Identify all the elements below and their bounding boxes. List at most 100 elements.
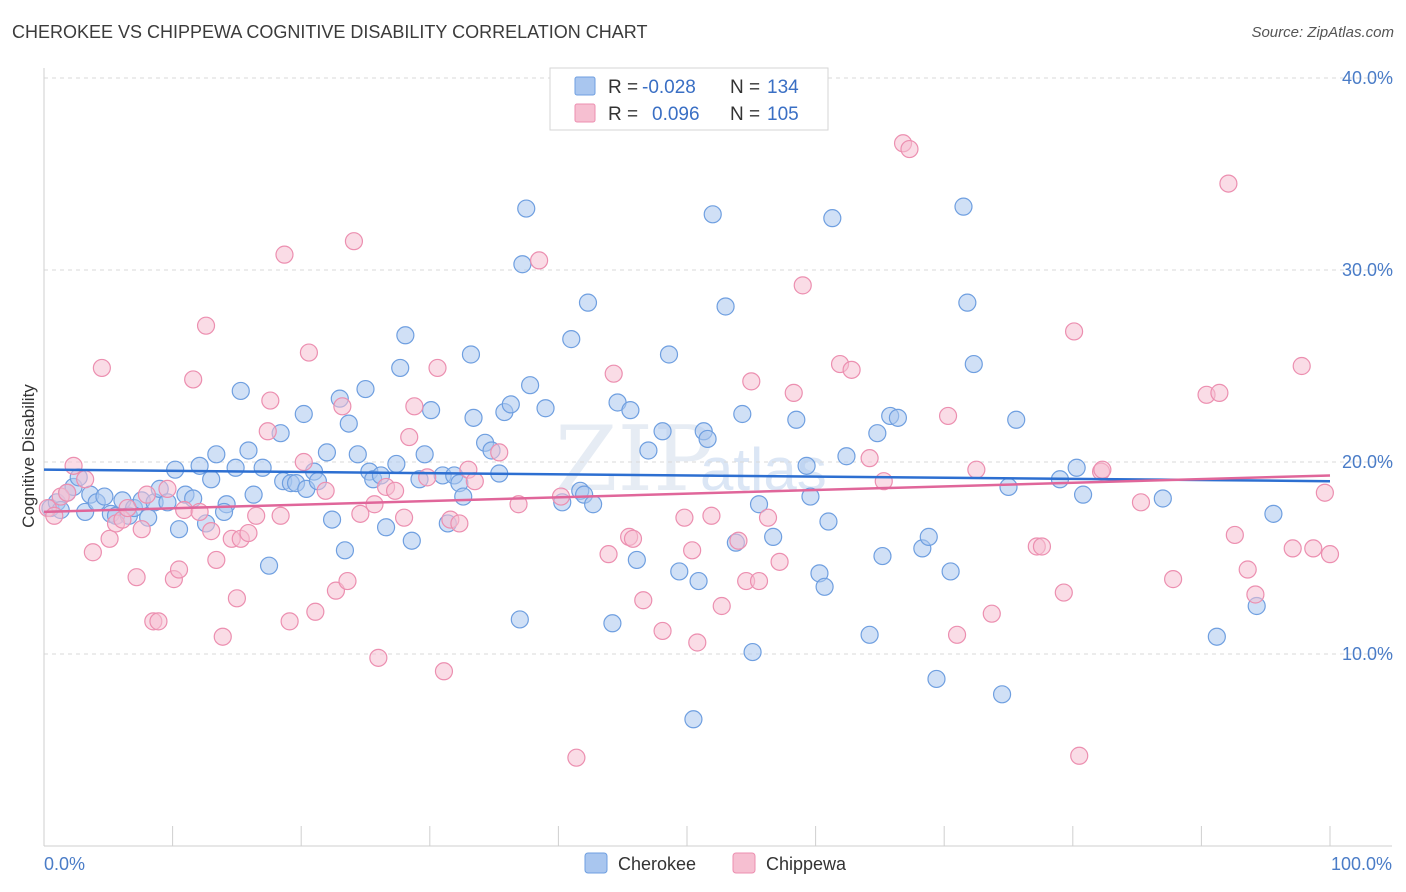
point-cherokee xyxy=(169,520,189,539)
bottom-legend-swatch-chippewa xyxy=(732,852,756,874)
point-chippewa xyxy=(83,543,102,562)
point-cherokee xyxy=(95,487,114,506)
point-cherokee xyxy=(1207,627,1226,646)
point-chippewa xyxy=(196,316,216,335)
point-chippewa xyxy=(1304,539,1323,558)
point-cherokee xyxy=(348,445,367,464)
point-chippewa xyxy=(394,508,414,527)
point-chippewa xyxy=(351,504,370,523)
point-chippewa xyxy=(149,612,168,631)
point-cherokee xyxy=(335,541,355,560)
trend-line-cherokee xyxy=(43,468,1331,483)
point-chippewa xyxy=(1315,483,1334,502)
point-chippewa xyxy=(842,360,861,379)
point-chippewa xyxy=(258,422,277,441)
point-chippewa xyxy=(599,545,618,564)
point-chippewa xyxy=(938,406,958,426)
point-cherokee xyxy=(1153,489,1172,508)
chart-title: CHEROKEE VS CHIPPEWA COGNITIVE DISABILIT… xyxy=(12,22,648,42)
trend-lines xyxy=(43,468,1331,514)
point-cherokee xyxy=(415,445,434,464)
point-cherokee xyxy=(621,401,640,420)
point-chippewa xyxy=(982,604,1001,623)
point-cherokee xyxy=(517,199,536,218)
point-chippewa xyxy=(1238,560,1257,579)
legend: R = -0.028 N = 134 R = 0.096 N = 105 xyxy=(549,67,829,131)
point-chippewa xyxy=(784,383,803,402)
point-chippewa xyxy=(1225,525,1244,545)
point-cherokee xyxy=(703,205,722,224)
point-chippewa xyxy=(132,520,151,539)
legend-n-label-chippewa: N = xyxy=(730,104,760,125)
point-chippewa xyxy=(490,443,509,462)
point-cherokee xyxy=(684,710,703,729)
legend-r-label-cherokee: R = xyxy=(608,77,638,98)
legend-n-value-cherokee: 134 xyxy=(767,77,799,98)
x-tick-label-max: 100.0% xyxy=(1331,854,1392,874)
point-cherokee xyxy=(860,625,879,644)
point-chippewa xyxy=(1093,460,1112,479)
point-chippewa xyxy=(1064,322,1084,341)
point-chippewa xyxy=(509,495,528,514)
point-cherokee xyxy=(510,610,529,629)
point-chippewa xyxy=(169,560,189,579)
point-cherokee xyxy=(461,345,481,364)
point-chippewa xyxy=(947,625,967,644)
point-cherokee xyxy=(239,441,258,460)
point-chippewa xyxy=(742,372,761,391)
legend-box xyxy=(549,67,829,131)
point-chippewa xyxy=(1164,570,1183,589)
point-chippewa xyxy=(175,500,194,520)
point-chippewa xyxy=(793,276,812,295)
point-chippewa xyxy=(184,370,203,389)
point-cherokee xyxy=(670,562,689,581)
point-chippewa xyxy=(758,508,778,527)
point-chippewa xyxy=(45,506,64,525)
y-tick-label: 20.0% xyxy=(1342,452,1393,472)
point-cherokee xyxy=(387,454,406,474)
point-chippewa xyxy=(434,662,454,681)
point-cherokee xyxy=(941,562,960,581)
point-chippewa xyxy=(369,648,388,667)
point-chippewa xyxy=(729,531,748,550)
axes xyxy=(43,68,1392,847)
point-chippewa xyxy=(428,358,447,378)
point-chippewa xyxy=(623,529,643,548)
x-tick-label-min: 0.0% xyxy=(44,854,85,874)
legend-n-label-cherokee: N = xyxy=(730,77,760,98)
trend-line-chippewa xyxy=(43,474,1331,514)
point-cherokee xyxy=(801,487,820,506)
legend-swatch-chippewa xyxy=(574,103,596,123)
point-chippewa xyxy=(365,495,384,514)
point-chippewa xyxy=(967,460,986,479)
point-chippewa xyxy=(190,502,209,522)
point-cherokee xyxy=(202,470,221,489)
point-cherokee xyxy=(764,527,783,546)
point-chippewa xyxy=(158,479,177,498)
point-cherokee xyxy=(958,293,977,312)
point-cherokee xyxy=(259,556,279,575)
point-cherokee xyxy=(521,376,540,395)
point-chippewa xyxy=(653,621,672,641)
point-chippewa xyxy=(900,139,919,159)
point-chippewa xyxy=(207,550,226,570)
point-cherokee xyxy=(578,293,598,312)
point-chippewa xyxy=(770,552,789,571)
point-chippewa xyxy=(702,506,721,525)
point-cherokee xyxy=(253,458,272,477)
point-cherokee xyxy=(391,358,410,378)
point-chippewa xyxy=(683,541,702,560)
point-chippewa xyxy=(688,633,707,652)
point-chippewa xyxy=(1131,493,1151,512)
point-cherokee xyxy=(927,669,946,689)
point-chippewa xyxy=(344,232,364,251)
point-chippewa xyxy=(76,470,95,489)
legend-r-value-cherokee: -0.028 xyxy=(642,77,696,98)
point-chippewa xyxy=(465,472,484,491)
y-tick-label: 40.0% xyxy=(1342,68,1393,88)
point-cherokee xyxy=(584,495,603,514)
point-cherokee xyxy=(653,422,672,441)
point-cherokee xyxy=(964,354,983,374)
point-cherokee xyxy=(562,330,581,349)
point-cherokee xyxy=(787,410,806,429)
